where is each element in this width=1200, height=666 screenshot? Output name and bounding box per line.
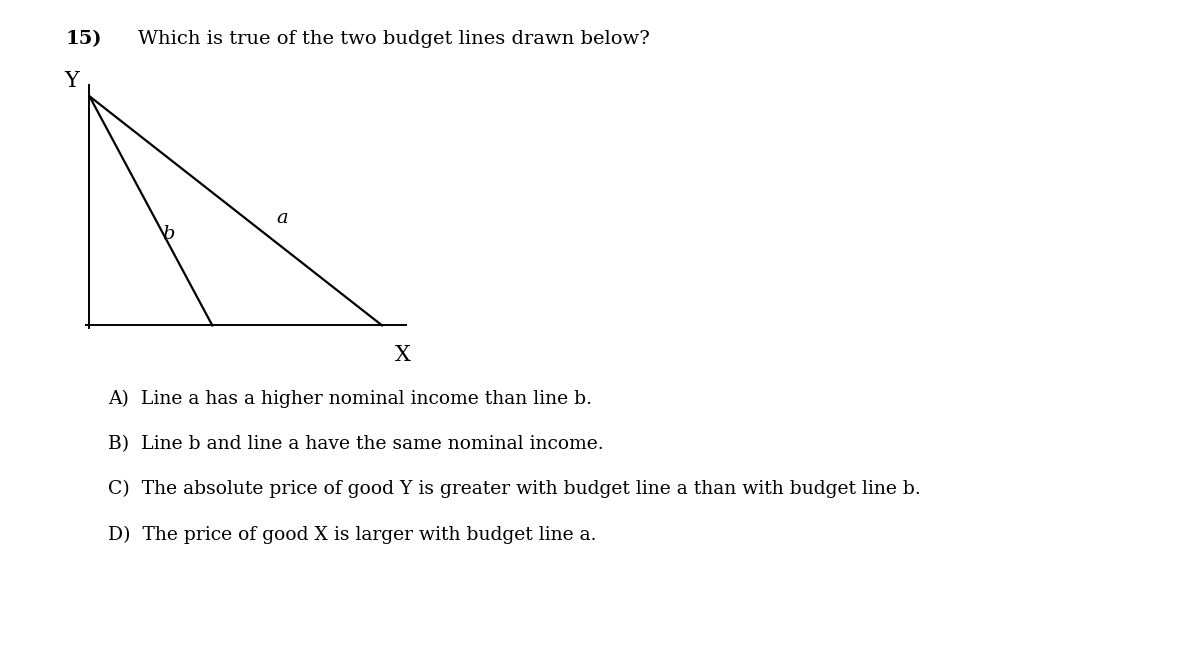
Text: Which is true of the two budget lines drawn below?: Which is true of the two budget lines dr… <box>138 30 650 48</box>
Text: a: a <box>277 209 288 227</box>
Text: C)  The absolute price of good Y is greater with budget line a than with budget : C) The absolute price of good Y is great… <box>108 480 920 498</box>
Text: b: b <box>162 224 175 242</box>
Text: X: X <box>395 344 410 366</box>
Text: B)  Line b and line a have the same nominal income.: B) Line b and line a have the same nomin… <box>108 435 604 453</box>
Text: 15): 15) <box>66 30 102 48</box>
Text: Y: Y <box>65 70 79 92</box>
Text: A)  Line a has a higher nominal income than line b.: A) Line a has a higher nominal income th… <box>108 390 592 408</box>
Text: D)  The price of good X is larger with budget line a.: D) The price of good X is larger with bu… <box>108 525 596 543</box>
